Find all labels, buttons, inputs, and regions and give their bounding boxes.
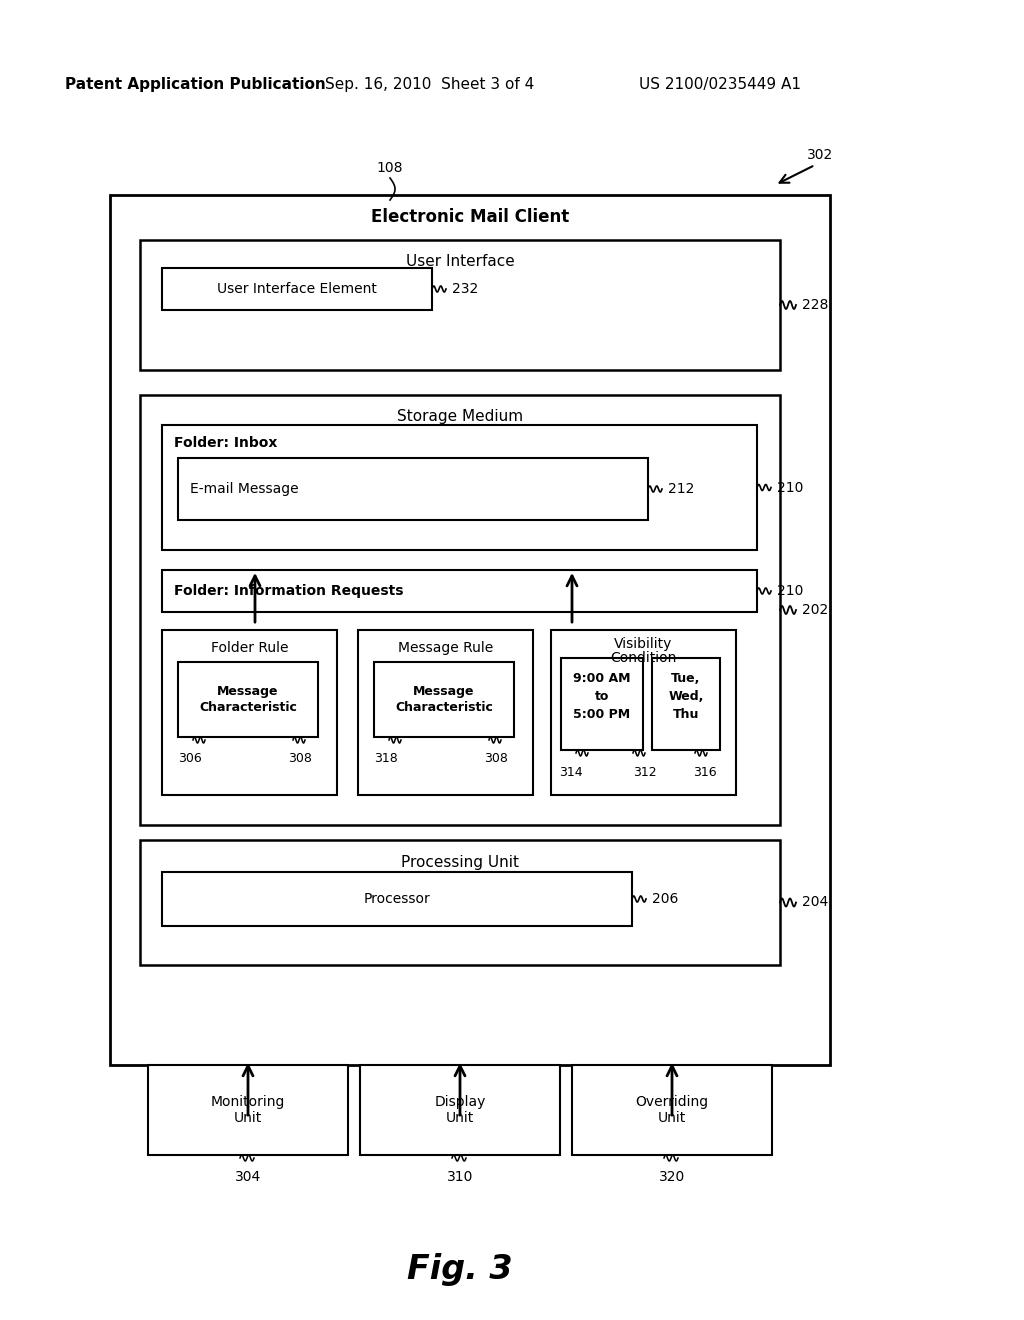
Text: 318: 318: [374, 752, 398, 766]
Text: 302: 302: [807, 148, 834, 162]
Text: Fig. 3: Fig. 3: [408, 1254, 513, 1287]
Text: Characteristic: Characteristic: [395, 701, 493, 714]
Text: Condition: Condition: [610, 651, 677, 665]
Text: Folder Rule: Folder Rule: [211, 642, 288, 655]
Text: User Interface: User Interface: [406, 255, 514, 269]
Text: 210: 210: [777, 583, 804, 598]
Text: Processing Unit: Processing Unit: [401, 854, 519, 870]
Text: Characteristic: Characteristic: [199, 701, 297, 714]
Text: 310: 310: [446, 1170, 473, 1184]
Text: Unit: Unit: [657, 1111, 686, 1125]
Bar: [652, 657, 720, 750]
Text: 108: 108: [377, 161, 403, 176]
Bar: [551, 630, 736, 795]
Text: Storage Medium: Storage Medium: [397, 409, 523, 425]
Bar: [140, 240, 780, 370]
Text: 312: 312: [633, 766, 656, 779]
Text: Sep. 16, 2010  Sheet 3 of 4: Sep. 16, 2010 Sheet 3 of 4: [326, 78, 535, 92]
Text: 212: 212: [668, 482, 694, 496]
Text: 308: 308: [484, 752, 508, 766]
Text: Overriding: Overriding: [636, 1096, 709, 1109]
Bar: [561, 657, 643, 750]
Text: Processor: Processor: [364, 892, 430, 906]
Bar: [178, 663, 318, 737]
Text: 202: 202: [802, 603, 828, 616]
Text: Message Rule: Message Rule: [398, 642, 494, 655]
Bar: [162, 630, 337, 795]
Text: User Interface Element: User Interface Element: [217, 282, 377, 296]
Text: Message: Message: [217, 685, 279, 698]
Bar: [178, 458, 648, 520]
Text: 316: 316: [693, 766, 717, 779]
Text: E-mail Message: E-mail Message: [190, 482, 299, 496]
Bar: [162, 268, 432, 310]
Text: Electronic Mail Client: Electronic Mail Client: [371, 209, 569, 226]
Text: 314: 314: [559, 766, 583, 779]
Text: US 2100/0235449 A1: US 2100/0235449 A1: [639, 78, 801, 92]
Text: Folder: Information Requests: Folder: Information Requests: [174, 583, 403, 598]
Text: Folder: Inbox: Folder: Inbox: [174, 436, 278, 450]
Bar: [358, 630, 534, 795]
Bar: [572, 1065, 772, 1155]
Text: Wed,: Wed,: [669, 689, 703, 702]
Text: Monitoring: Monitoring: [211, 1096, 286, 1109]
Text: Thu: Thu: [673, 708, 699, 721]
Text: 204: 204: [802, 895, 828, 909]
Text: 210: 210: [777, 480, 804, 495]
Bar: [162, 873, 632, 927]
Bar: [360, 1065, 560, 1155]
Text: 228: 228: [802, 298, 828, 312]
Text: Message: Message: [414, 685, 475, 698]
Text: to: to: [595, 689, 609, 702]
Text: 5:00 PM: 5:00 PM: [573, 708, 631, 721]
Bar: [140, 395, 780, 825]
Text: 9:00 AM: 9:00 AM: [573, 672, 631, 685]
Bar: [148, 1065, 348, 1155]
Bar: [162, 570, 757, 612]
Text: Display: Display: [434, 1096, 485, 1109]
Bar: [162, 425, 757, 550]
Text: 320: 320: [658, 1170, 685, 1184]
Text: 206: 206: [652, 892, 678, 906]
Bar: [140, 840, 780, 965]
Text: Unit: Unit: [445, 1111, 474, 1125]
Text: 304: 304: [234, 1170, 261, 1184]
Text: Unit: Unit: [233, 1111, 262, 1125]
Text: 308: 308: [288, 752, 312, 766]
Bar: [374, 663, 514, 737]
Text: Tue,: Tue,: [672, 672, 700, 685]
Text: Patent Application Publication: Patent Application Publication: [65, 78, 326, 92]
Text: Visibility: Visibility: [614, 638, 673, 651]
Text: 306: 306: [178, 752, 202, 766]
Bar: [110, 195, 830, 1065]
Text: 232: 232: [452, 282, 478, 296]
